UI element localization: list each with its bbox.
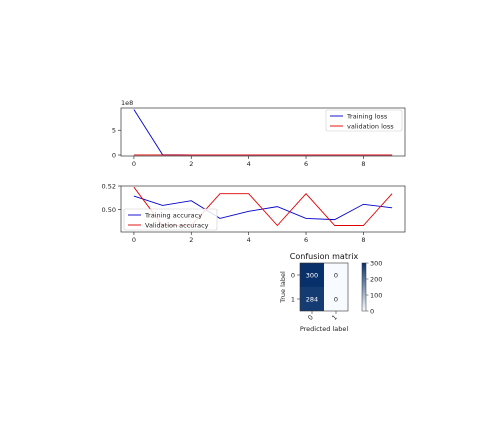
y-tick-label: 0.52 [102,182,116,190]
heatmap-frame [299,262,349,312]
y-tick-label: 0 [291,271,295,279]
x-axis-label: Predicted label [300,325,348,333]
x-tick-label: 0 [306,313,315,322]
y-tick-label: 1 [291,295,295,303]
heatmap-cell-label: 300 [306,271,318,279]
heatmap-cell-label: 284 [306,295,318,303]
x-tick-label: 8 [361,236,365,244]
y-axis-label: True label [279,271,287,304]
x-tick-label: 0 [132,160,136,168]
x-tick-label: 2 [189,236,193,244]
heatmap-cell-label: 0 [334,295,338,303]
y-tick-label: 5 [112,127,116,135]
colorbar-tick-label: 100 [370,291,382,299]
plot-frame [120,107,406,157]
heatmap-title: Confusion matrix [290,252,359,261]
legend-label: validation loss [347,122,394,130]
legend-box [123,208,218,231]
plot-frame [120,185,406,233]
legend-label: Training accuracy [144,211,202,219]
x-tick-label: 4 [247,236,251,244]
legend-label: Training loss [346,112,388,120]
x-tick-label: 1 [330,313,339,322]
y-offset-label: 1e8 [121,99,133,107]
x-tick-label: 6 [304,160,308,168]
legend-box [325,109,403,132]
colorbar [361,262,367,312]
x-tick-label: 2 [189,160,193,168]
x-tick-label: 4 [247,160,251,168]
y-tick-label: 0.50 [102,206,116,214]
heatmap-cell [300,263,324,287]
x-tick-label: 6 [304,236,308,244]
colorbar-tick-label: 0 [370,307,374,315]
legend-label: Validation accuracy [145,221,209,229]
heatmap-cell [324,263,348,287]
heatmap-cell [324,287,348,311]
heatmap-cell-label: 0 [334,271,338,279]
y-tick-label: 0 [112,151,116,159]
x-tick-label: 0 [132,236,136,244]
colorbar-tick-label: 300 [370,259,382,267]
x-tick-label: 8 [361,160,365,168]
colorbar-tick-label: 200 [370,275,382,283]
heatmap-cell [300,287,324,311]
